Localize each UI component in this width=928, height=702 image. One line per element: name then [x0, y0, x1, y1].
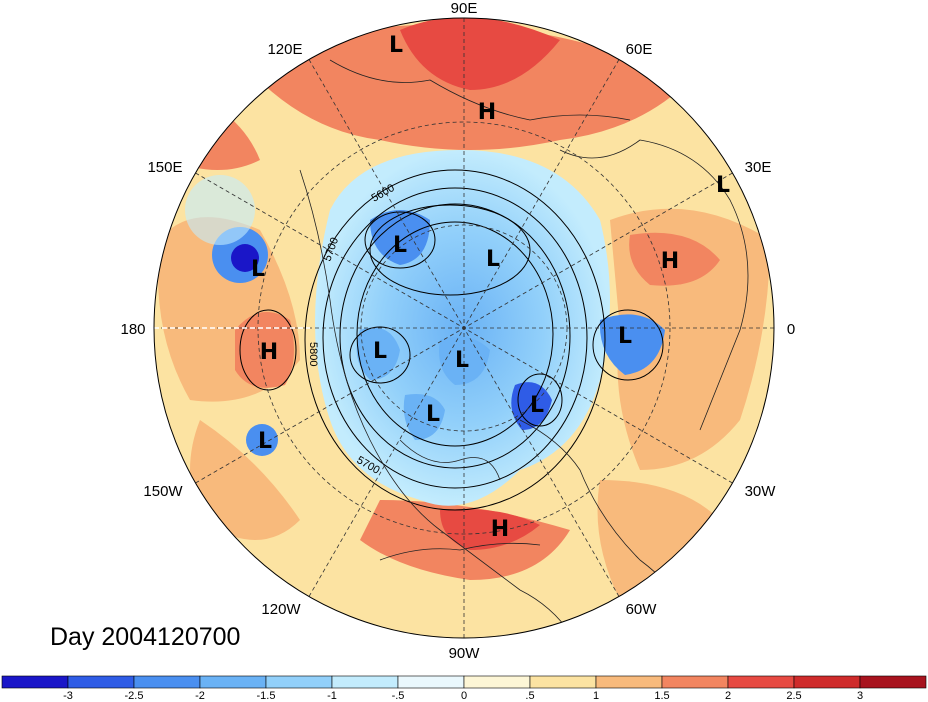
colorbar-swatch	[199, 675, 267, 689]
anomaly-field	[154, 18, 774, 638]
low-center: L	[716, 173, 730, 198]
lon-label-120e: 120E	[267, 41, 302, 58]
colorbar-tick-label: 1	[593, 690, 599, 702]
colorbar-tick-label: .5	[525, 690, 534, 702]
colorbar-swatch	[661, 675, 729, 689]
lon-label-150w: 150W	[143, 483, 183, 500]
low-center: L	[393, 233, 407, 258]
low-center: L	[455, 348, 469, 373]
lon-label-90w: 90W	[449, 645, 481, 662]
colorbar-swatch	[331, 675, 399, 689]
lon-label-30w: 30W	[745, 483, 777, 500]
contour-label: 5800	[307, 342, 319, 366]
lon-label-90e: 90E	[451, 0, 478, 17]
high-center: H	[491, 517, 509, 542]
map-boundary	[153, 17, 775, 639]
low-center: L	[486, 247, 500, 272]
low-center: L	[373, 339, 387, 364]
high-center: H	[478, 100, 496, 125]
coastlines	[299, 59, 749, 638]
low-center: L	[251, 257, 265, 282]
lon-label-150e: 150E	[147, 159, 182, 176]
lon-label-120w: 120W	[261, 601, 301, 618]
longitude-labels: 90E 60E 30E 0 30W 60W 90W 120W 150W 180 …	[120, 0, 795, 662]
lon-label-180: 180	[120, 321, 145, 338]
low-center: L	[258, 429, 272, 454]
colorbar-swatch	[793, 675, 861, 689]
colorbar-tick-label: -.5	[392, 690, 405, 702]
colorbar-swatch	[595, 675, 663, 689]
high-center: H	[260, 340, 278, 365]
lon-label-60w: 60W	[626, 601, 658, 618]
low-center: L	[389, 33, 403, 58]
low-center: L	[426, 402, 440, 427]
lon-label-0: 0	[787, 321, 795, 338]
pressure-centers: L H L L L L H H L L L L L L H	[251, 33, 730, 542]
colorbar-tick-label: 2	[725, 690, 731, 702]
colorbar-swatch	[727, 675, 795, 689]
colorbar-swatch	[265, 675, 333, 689]
colorbar-swatch	[859, 675, 927, 689]
high-center: H	[661, 249, 679, 274]
colorbar-swatch	[529, 675, 597, 689]
low-center: L	[618, 324, 632, 349]
colorbar-tick-label: 0	[461, 690, 467, 702]
height-contours	[239, 169, 664, 511]
colorbar-tick-label: -2	[195, 690, 205, 702]
colorbar-tick-label: 3	[857, 690, 863, 702]
map-title: Day 2004120700	[50, 623, 240, 651]
colorbar-swatch	[397, 675, 465, 689]
colorbar-tick-label: -2.5	[125, 690, 144, 702]
colorbar-swatch	[1, 675, 69, 689]
colorbar-swatch	[67, 675, 135, 689]
colorbar-tick-label: 1.5	[654, 690, 669, 702]
colorbar: -3 -2.5 -2 -1.5 -1 -.5 0 .5 1 1.5 2 2.5 3	[1, 675, 927, 702]
colorbar-tick-label: -3	[63, 690, 73, 702]
colorbar-swatch	[133, 675, 201, 689]
colorbar-tick-label: 2.5	[786, 690, 801, 702]
lon-label-30e: 30E	[745, 159, 772, 176]
colorbar-swatch	[463, 675, 531, 689]
lon-label-60e: 60E	[626, 41, 653, 58]
colorbar-tick-label: -1	[327, 690, 337, 702]
low-center: L	[530, 393, 544, 418]
colorbar-tick-label: -1.5	[257, 690, 276, 702]
